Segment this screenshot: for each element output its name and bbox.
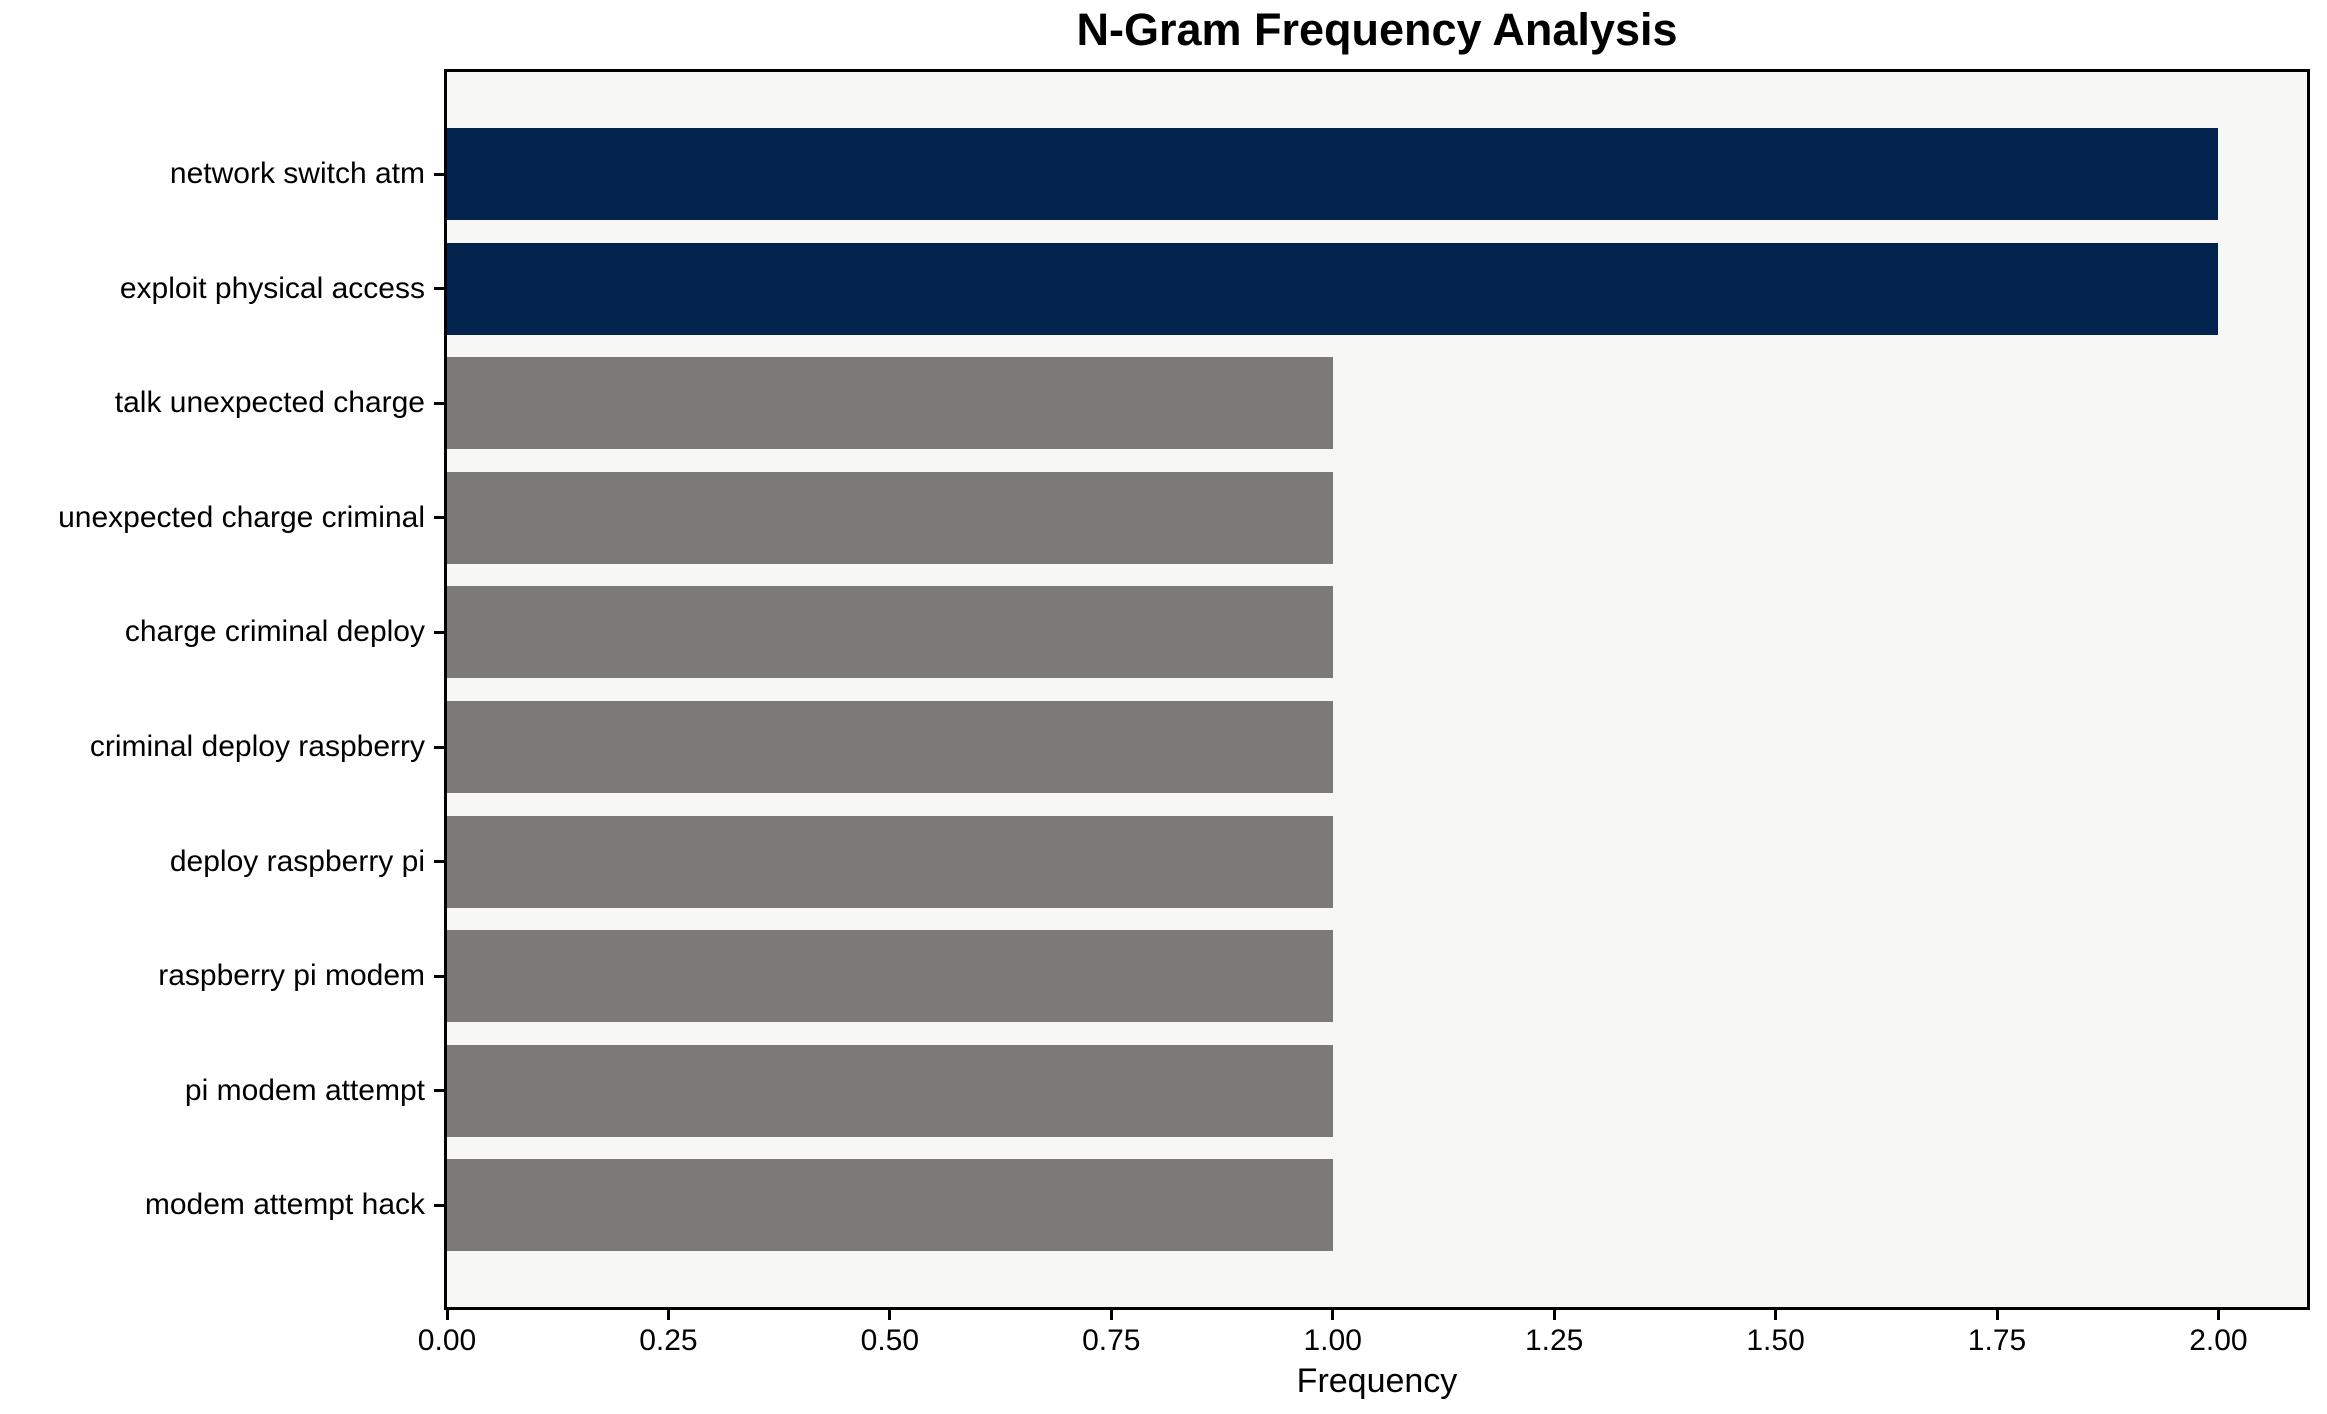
y-tick-mark xyxy=(434,630,444,634)
y-tick-label: charge criminal deploy xyxy=(124,615,425,649)
x-tick-mark xyxy=(445,1310,449,1320)
y-tick-label: raspberry pi modem xyxy=(158,959,425,993)
y-tick-mark xyxy=(434,172,444,176)
x-axis-label: Frequency xyxy=(1296,1362,1458,1400)
x-tick-mark xyxy=(1109,1310,1113,1320)
x-tick-label: 0.25 xyxy=(639,1324,698,1357)
y-tick-label: exploit physical access xyxy=(119,271,425,305)
x-tick-mark xyxy=(1995,1310,1999,1320)
x-tick-label: 0.50 xyxy=(860,1324,920,1357)
y-tick-label: criminal deploy raspberry xyxy=(89,730,425,763)
y-tick-label: unexpected charge criminal xyxy=(58,500,425,534)
y-tick-label: modem attempt hack xyxy=(144,1188,425,1222)
y-tick-label: deploy raspberry pi xyxy=(169,844,425,878)
y-tick-label: network switch atm xyxy=(169,157,425,190)
y-tick-label: talk unexpected charge xyxy=(114,386,425,420)
x-tick-mark xyxy=(2216,1310,2220,1320)
x-tick-label: 1.50 xyxy=(1746,1324,1805,1357)
y-tick-label: pi modem attempt xyxy=(184,1073,425,1107)
x-tick-mark xyxy=(888,1310,892,1320)
y-tick-mark xyxy=(434,516,444,520)
x-tick-label: 0.75 xyxy=(1082,1324,1141,1357)
y-tick-mark xyxy=(434,401,444,405)
y-tick-mark xyxy=(434,1203,444,1207)
y-tick-mark xyxy=(434,745,444,749)
y-tick-mark xyxy=(434,974,444,978)
x-tick-label: 1.75 xyxy=(1967,1324,2027,1357)
x-tick-label: 0.00 xyxy=(417,1324,477,1357)
x-tick-mark xyxy=(666,1310,670,1320)
y-tick-mark xyxy=(434,860,444,864)
x-tick-mark xyxy=(1331,1310,1335,1320)
x-tick-label: 1.00 xyxy=(1303,1324,1362,1357)
y-tick-mark xyxy=(434,1089,444,1093)
chart-title: N-Gram Frequency Analysis xyxy=(1076,4,1678,55)
x-tick-label: 1.25 xyxy=(1524,1324,1584,1357)
plot-area xyxy=(447,72,2307,1307)
x-tick-mark xyxy=(1552,1310,1556,1320)
x-tick-mark xyxy=(1774,1310,1778,1320)
y-tick-mark xyxy=(434,287,444,291)
x-tick-label: 2.00 xyxy=(2189,1324,2248,1357)
